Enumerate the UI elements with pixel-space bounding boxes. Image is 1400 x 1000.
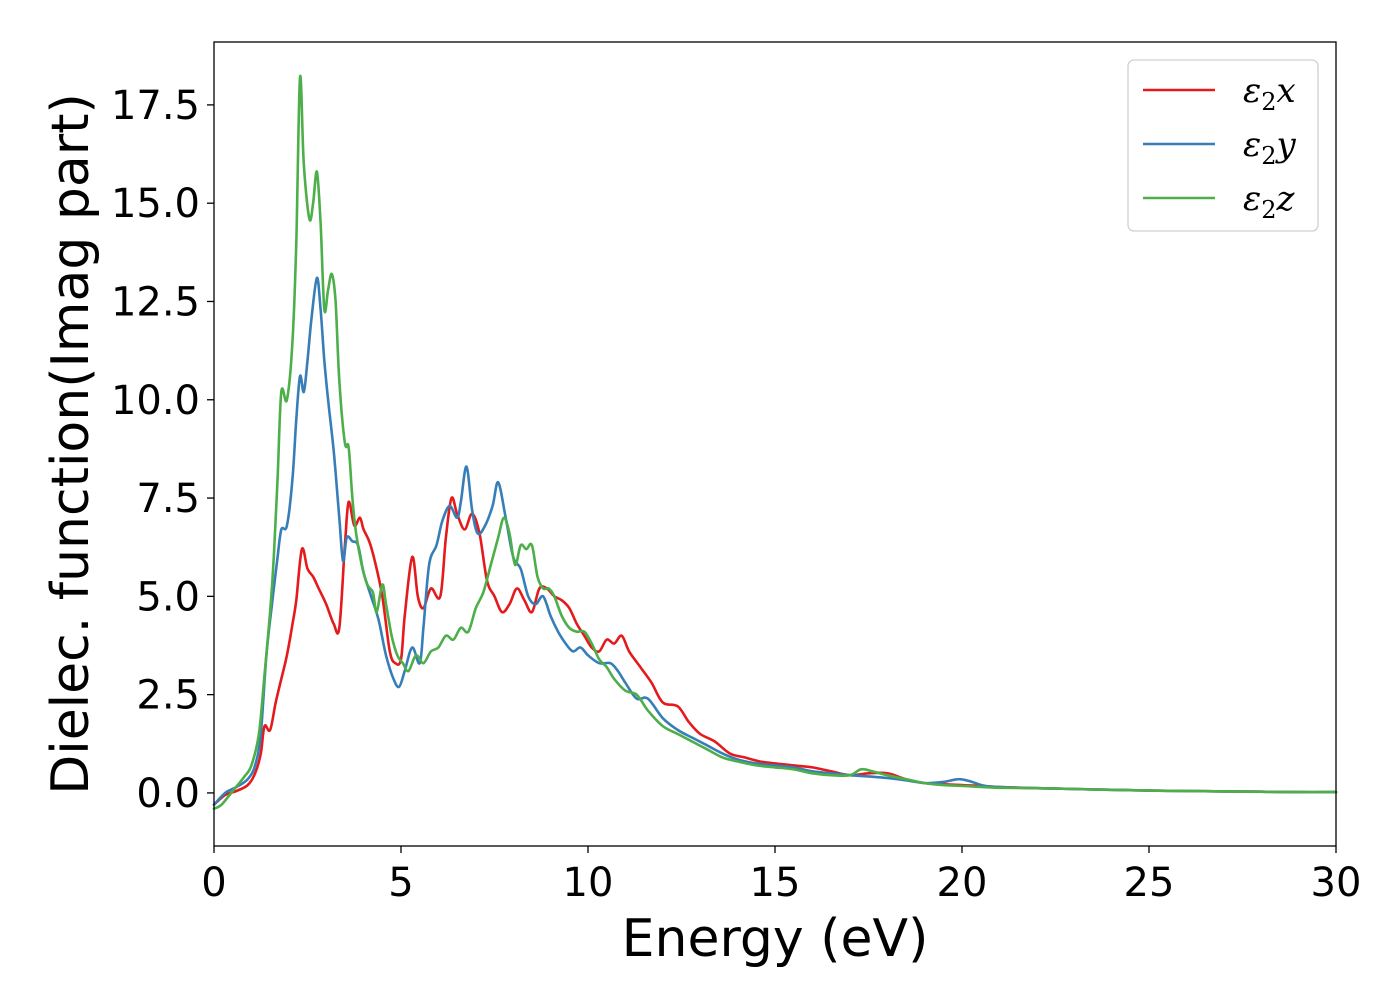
legend-variable: z (1276, 179, 1296, 219)
series-line-e2x (212, 496, 1338, 806)
series-layer (212, 74, 1338, 810)
y-tick-label: 17.5 (111, 83, 200, 129)
legend-entry-e2z: ε2z (1243, 179, 1296, 224)
x-tick-label: 10 (563, 860, 614, 906)
y-axis-label: Dielec. function(Imag part) (41, 93, 101, 795)
x-tick-label: 15 (750, 860, 801, 906)
y-tick-label: 7.5 (136, 476, 200, 522)
y-tick-label: 15.0 (111, 181, 200, 227)
legend-variable: y (1275, 125, 1297, 165)
series-line-e2y (212, 276, 1338, 806)
y-tick-label: 10.0 (111, 378, 200, 424)
legend-subscript: 2 (1261, 142, 1276, 170)
x-tick-label: 20 (937, 860, 988, 906)
x-tick-label: 5 (388, 860, 413, 906)
series-line-e2z (212, 74, 1338, 810)
y-axis: 0.0 2.5 5.0 7.5 10.0 12.5 15.0 17.5 (111, 83, 214, 817)
legend-variable: x (1277, 71, 1296, 111)
x-axis: 0 5 10 15 20 25 30 (201, 846, 1361, 906)
y-tick-label: 2.5 (136, 673, 200, 719)
legend-box (1127, 59, 1319, 232)
y-tick-label: 5.0 (136, 574, 200, 620)
x-tick-label: 0 (201, 860, 226, 906)
x-tick-label: 30 (1311, 860, 1362, 906)
legend-symbol: ε (1243, 125, 1261, 165)
y-tick-label: 12.5 (111, 279, 200, 325)
x-tick-label: 25 (1124, 860, 1175, 906)
legend-subscript: 2 (1261, 88, 1276, 116)
y-tick-label: 0.0 (136, 771, 200, 817)
legend-subscript: 2 (1261, 196, 1276, 224)
legend-symbol: ε (1243, 179, 1261, 219)
legend-entry-e2x: ε2x (1243, 71, 1296, 116)
legend-symbol: ε (1243, 71, 1261, 111)
x-axis-label: Energy (eV) (622, 909, 929, 969)
legend-entry-e2y: ε2y (1243, 125, 1297, 170)
